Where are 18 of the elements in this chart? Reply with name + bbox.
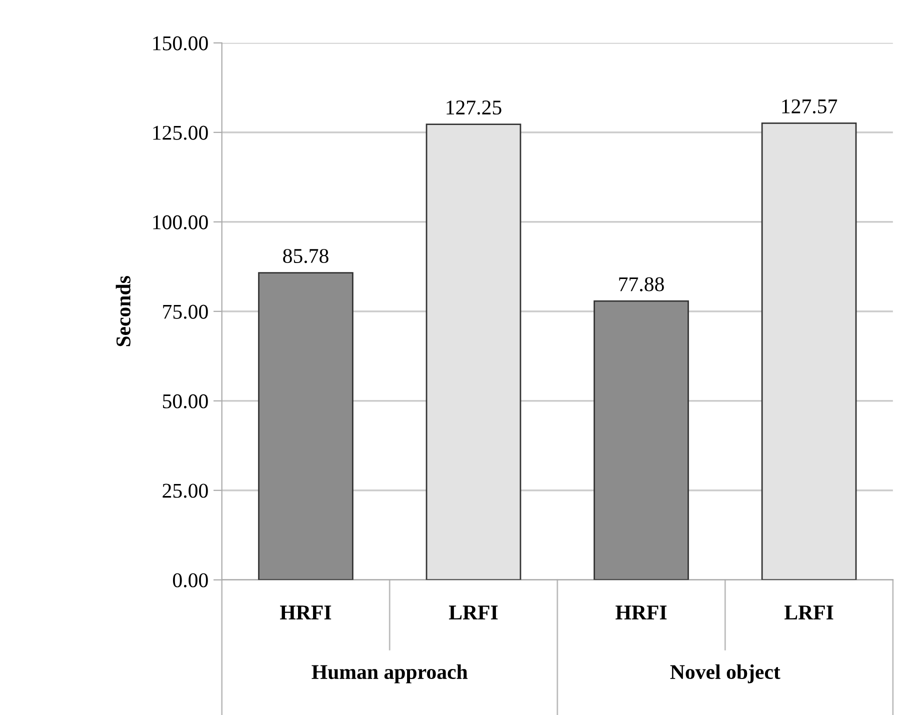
y-tick-label: 150.00 [153,36,208,50]
y-tick-label: 100.00 [153,215,208,230]
x-tick-label: HRFI [280,606,332,620]
text: Novel object [670,664,780,684]
y-tick-label: 25.00 [162,484,208,498]
y-tick-label: 125.00 [153,126,208,140]
y-axis-title: Seconds [116,276,130,346]
data-label: 127.25 [446,100,502,115]
data-label: 127.57 [782,99,838,114]
y-tick-label: 50.00 [163,394,208,408]
x-tick-label: LRFI [784,606,834,620]
text: Human approach [312,664,468,684]
data-label: 85.78 [283,248,328,264]
y-tick-label: 0.00 [173,573,208,588]
x-tick-label: HRFI [616,606,667,620]
x-tick-label: LRFI [448,606,498,620]
y-tick-label: 75.00 [163,304,208,319]
data-label: 77.88 [619,277,664,292]
